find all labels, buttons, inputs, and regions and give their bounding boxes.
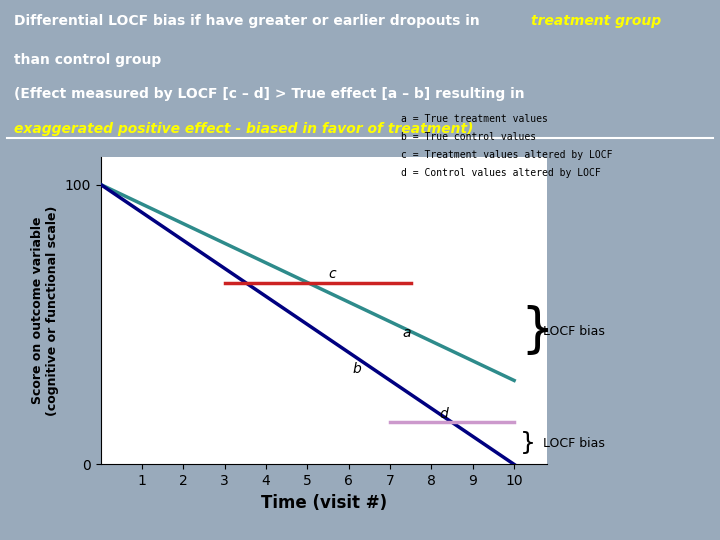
Text: a: a: [402, 326, 411, 340]
Text: exaggerated positive effect - biased in favor of treatment): exaggerated positive effect - biased in …: [14, 122, 474, 136]
Text: c = Treatment values altered by LOCF: c = Treatment values altered by LOCF: [401, 150, 613, 160]
Text: c: c: [328, 267, 336, 281]
Text: LOCF bias: LOCF bias: [543, 325, 605, 338]
Text: b: b: [353, 362, 361, 376]
Text: Differential LOCF bias if have greater or earlier dropouts in: Differential LOCF bias if have greater o…: [14, 14, 485, 28]
Text: d = Control values altered by LOCF: d = Control values altered by LOCF: [401, 168, 600, 178]
Text: LOCF bias: LOCF bias: [543, 437, 605, 450]
Text: }: }: [521, 431, 536, 455]
Text: treatment group: treatment group: [531, 14, 662, 28]
Text: than control group: than control group: [14, 53, 162, 68]
Y-axis label: Score on outcome variable
(cognitive or functional scale): Score on outcome variable (cognitive or …: [31, 205, 59, 416]
X-axis label: Time (visit #): Time (visit #): [261, 494, 387, 512]
Text: }: }: [521, 306, 554, 357]
Text: d: d: [440, 407, 449, 421]
Text: b = True control values: b = True control values: [401, 132, 536, 142]
Text: (Effect measured by LOCF [c – d] > True effect [a – b] resulting in: (Effect measured by LOCF [c – d] > True …: [14, 87, 525, 101]
Text: a = True treatment values: a = True treatment values: [401, 113, 548, 124]
